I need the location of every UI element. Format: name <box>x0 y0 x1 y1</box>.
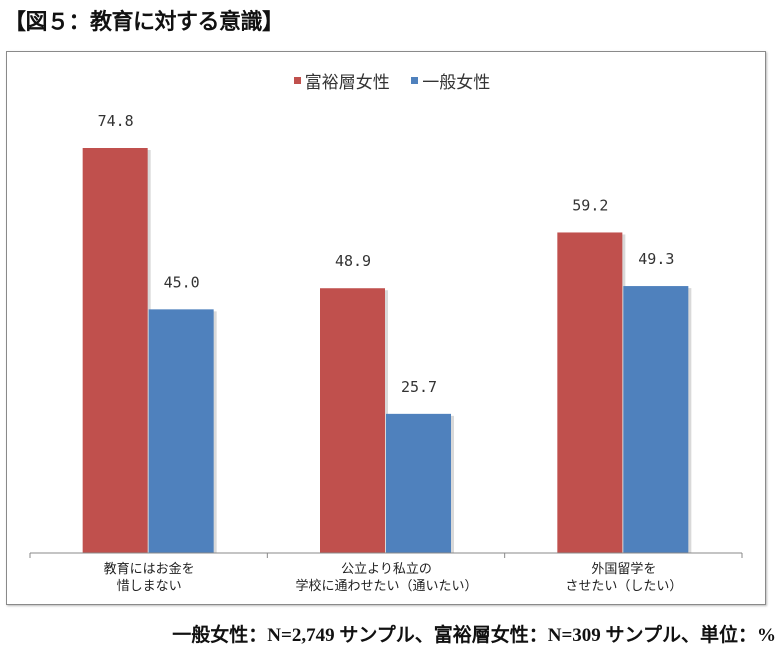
data-label: 48.9 <box>335 252 371 270</box>
bar <box>148 309 214 553</box>
legend-label: 富裕層女性 <box>304 73 390 93</box>
category-label-line: 教育にはお金を <box>103 562 195 577</box>
category-label-line: 外国留学を <box>591 562 657 577</box>
category-label: 教育にはお金を 惜しまない <box>31 561 268 595</box>
data-label: 49.3 <box>638 250 674 268</box>
bar <box>386 413 451 553</box>
legend-swatch <box>293 77 301 84</box>
legend: 富裕層女性 一般女性 <box>0 68 784 93</box>
category-label: 外国留学をさせたい（したい） <box>505 561 742 595</box>
category-label-line: 惜しまない <box>116 579 182 594</box>
legend-item-general: 一般女性 <box>411 68 490 93</box>
bar <box>557 232 623 553</box>
bar <box>320 288 385 553</box>
bar <box>82 148 148 553</box>
category-label: 公立より私立の学校に通わせたい（通いたい） <box>268 561 505 595</box>
footnote: 一般女性：N=2,749 サンプル、富裕層女性：N=309 サンプル、単位：% <box>172 625 776 646</box>
data-label: 59.2 <box>572 196 608 214</box>
bar <box>623 286 689 553</box>
category-label-line: させたい（したい） <box>565 579 683 594</box>
data-label: 45.0 <box>164 273 200 291</box>
figure-title: 【図５：教育に対する意識】 <box>4 10 284 35</box>
chart-frame <box>6 51 766 605</box>
data-label: 74.8 <box>98 112 134 130</box>
legend-label: 一般女性 <box>422 73 491 93</box>
data-label: 25.7 <box>401 378 437 396</box>
category-label-line: 公立より私立の <box>341 562 432 577</box>
legend-swatch <box>411 77 419 84</box>
legend-item-wealthy: 富裕層女性 <box>293 68 390 93</box>
category-label-line: 学校に通わせたい（通いたい） <box>295 579 478 594</box>
